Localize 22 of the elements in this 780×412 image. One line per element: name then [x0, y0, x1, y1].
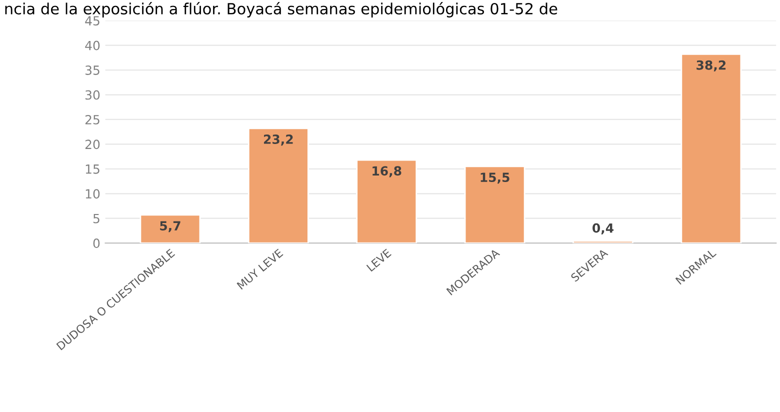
y-tick-label: 20: [85, 140, 100, 150]
y-tick-label: 10: [86, 189, 100, 199]
chart-title: ncia de la exposición a flúor. Boyacá semanas epidemiológicas 01-52 de: [5, 2, 558, 18]
data-label: 5,7: [160, 221, 180, 232]
bar: [680, 54, 742, 244]
y-tick-label: 0: [93, 238, 100, 248]
y-tick-label: 25: [85, 114, 100, 124]
data-label: 0,4: [592, 223, 614, 234]
bar: [356, 159, 418, 244]
bar: [140, 214, 201, 244]
data-label: 15,5: [480, 172, 510, 184]
bar: [248, 128, 309, 244]
data-label: 16,8: [372, 166, 402, 178]
y-tick-label: 30: [85, 90, 100, 100]
y-tick-label: 35: [85, 66, 100, 75]
y-tick-label: 5: [93, 214, 100, 224]
data-label: 23,2: [264, 134, 293, 146]
y-tick-label: 45: [85, 16, 100, 26]
data-label: 38,2: [696, 60, 726, 72]
y-tick-label: 40: [85, 40, 100, 50]
y-tick-label: 15: [86, 164, 100, 174]
bar: [464, 166, 526, 244]
